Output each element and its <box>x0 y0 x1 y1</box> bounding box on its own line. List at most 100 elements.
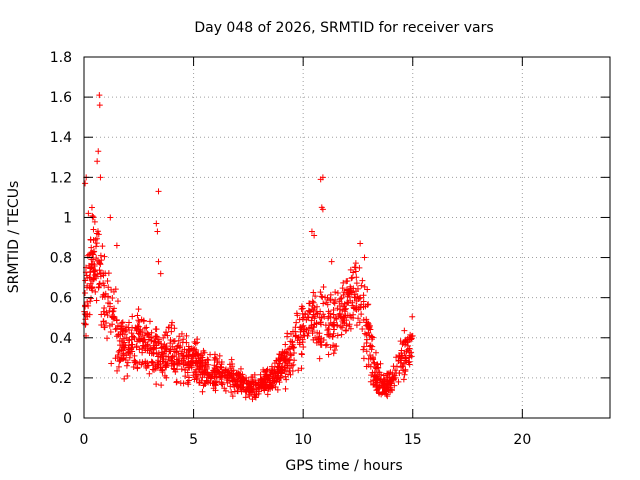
data-point <box>154 228 161 235</box>
data-point <box>252 394 259 401</box>
data-point <box>338 331 345 338</box>
data-point <box>273 357 280 364</box>
data-point <box>313 308 320 315</box>
data-point <box>170 338 177 345</box>
data-point <box>350 311 357 318</box>
data-point <box>317 289 324 296</box>
data-point <box>264 366 271 373</box>
data-point <box>311 232 318 239</box>
data-point <box>94 228 101 235</box>
data-point <box>320 283 327 290</box>
data-point <box>147 334 154 341</box>
data-point <box>286 360 293 367</box>
data-point <box>269 375 276 382</box>
data-point <box>278 370 285 377</box>
data-point <box>96 267 103 274</box>
data-point <box>176 333 183 340</box>
data-point <box>118 338 125 345</box>
data-point <box>372 364 379 371</box>
data-point <box>175 342 182 349</box>
data-point <box>264 391 271 398</box>
data-point <box>360 304 367 310</box>
x-tick-label: 20 <box>513 432 531 448</box>
data-point <box>163 374 170 381</box>
data-point <box>238 377 245 384</box>
data-point <box>402 368 409 375</box>
data-point <box>334 322 341 329</box>
data-point <box>115 348 122 355</box>
data-point <box>185 377 192 384</box>
data-point <box>371 373 378 380</box>
data-point <box>361 283 368 290</box>
data-point <box>112 286 119 293</box>
data-point <box>135 317 142 324</box>
data-point <box>121 344 128 351</box>
data-point <box>272 384 279 391</box>
data-point <box>292 328 299 335</box>
data-point <box>333 315 340 322</box>
data-point <box>302 311 309 318</box>
data-point <box>275 364 282 371</box>
data-point <box>252 382 259 389</box>
data-point <box>334 332 341 339</box>
data-point <box>96 259 103 266</box>
data-point <box>316 314 323 321</box>
data-point <box>256 388 263 395</box>
data-point <box>386 374 393 381</box>
data-point <box>381 377 388 384</box>
data-point <box>282 385 289 392</box>
data-point <box>109 308 116 315</box>
data-point <box>281 350 288 357</box>
data-point <box>155 258 162 265</box>
data-point <box>104 335 111 342</box>
data-point <box>297 334 304 341</box>
x-tick-label: 0 <box>80 432 89 448</box>
data-point <box>340 313 347 320</box>
data-point <box>202 380 209 387</box>
data-point <box>88 295 95 302</box>
data-point <box>293 310 300 317</box>
data-point <box>341 314 348 321</box>
data-point <box>364 301 371 308</box>
data-point <box>408 349 415 356</box>
data-point <box>204 356 211 363</box>
data-point <box>388 380 395 387</box>
data-point <box>123 323 130 330</box>
data-point <box>116 357 123 364</box>
data-point <box>355 306 362 313</box>
data-point <box>183 332 190 339</box>
data-point <box>103 319 110 326</box>
data-point <box>213 355 220 362</box>
data-point <box>305 314 312 321</box>
data-point <box>191 376 198 383</box>
data-point <box>407 335 414 342</box>
data-point <box>194 362 201 369</box>
data-point <box>282 373 289 380</box>
data-point <box>304 333 311 340</box>
data-point <box>392 367 399 374</box>
data-point <box>384 393 391 400</box>
data-point <box>235 370 242 377</box>
y-tick-label: 1.4 <box>50 130 72 146</box>
data-point <box>153 345 160 352</box>
data-point <box>352 268 359 275</box>
data-point <box>356 295 363 302</box>
data-point <box>137 337 144 344</box>
data-point <box>397 355 404 362</box>
x-axis-label: GPS time / hours <box>285 458 402 474</box>
data-point <box>401 327 408 334</box>
data-point <box>129 341 136 348</box>
data-point <box>191 339 198 346</box>
data-point <box>173 379 180 386</box>
data-point <box>144 330 151 337</box>
data-point <box>136 328 143 335</box>
data-point <box>278 354 285 361</box>
data-point <box>205 357 212 364</box>
data-point <box>245 391 252 398</box>
data-point <box>133 343 140 350</box>
data-point <box>90 226 97 233</box>
data-point <box>85 302 92 309</box>
data-point <box>356 319 363 326</box>
data-point <box>325 315 332 322</box>
